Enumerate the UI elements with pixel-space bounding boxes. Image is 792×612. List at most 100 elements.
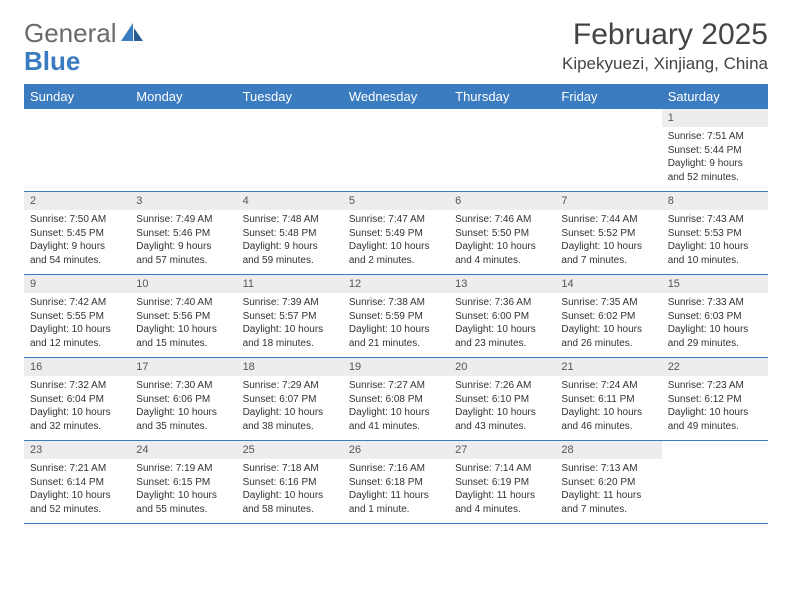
sunset-text: Sunset: 6:06 PM [136,393,230,407]
sunset-text: Sunset: 5:48 PM [243,227,337,241]
weekday-wed: Wednesday [343,84,449,109]
daylight-text: Daylight: 11 hours and 7 minutes. [561,489,655,516]
sunrise-text: Sunrise: 7:38 AM [349,296,443,310]
day-body: Sunrise: 7:49 AMSunset: 5:46 PMDaylight:… [130,210,236,272]
day-body: Sunrise: 7:13 AMSunset: 6:20 PMDaylight:… [555,459,661,521]
day-cell: 20Sunrise: 7:26 AMSunset: 6:10 PMDayligh… [449,358,555,440]
day-body: Sunrise: 7:46 AMSunset: 5:50 PMDaylight:… [449,210,555,272]
daylight-text: Daylight: 10 hours and 7 minutes. [561,240,655,267]
sunset-text: Sunset: 5:55 PM [30,310,124,324]
day-body: Sunrise: 7:26 AMSunset: 6:10 PMDaylight:… [449,376,555,438]
daylight-text: Daylight: 10 hours and 18 minutes. [243,323,337,350]
week-row: 16Sunrise: 7:32 AMSunset: 6:04 PMDayligh… [24,358,768,441]
day-number: 10 [130,275,236,293]
sunset-text: Sunset: 5:49 PM [349,227,443,241]
day-body: Sunrise: 7:24 AMSunset: 6:11 PMDaylight:… [555,376,661,438]
daylight-text: Daylight: 10 hours and 12 minutes. [30,323,124,350]
month-title: February 2025 [562,18,768,52]
weekday-thu: Thursday [449,84,555,109]
sunrise-text: Sunrise: 7:50 AM [30,213,124,227]
day-body: Sunrise: 7:14 AMSunset: 6:19 PMDaylight:… [449,459,555,521]
day-cell: 22Sunrise: 7:23 AMSunset: 6:12 PMDayligh… [662,358,768,440]
sunset-text: Sunset: 5:52 PM [561,227,655,241]
daylight-text: Daylight: 10 hours and 10 minutes. [668,240,762,267]
weekday-sun: Sunday [24,84,130,109]
sunset-text: Sunset: 5:53 PM [668,227,762,241]
weeks-container: 1 Sunrise: 7:51 AMSunset: 5:44 PM Daylight… [24,109,768,524]
day-body: Sunrise: 7:19 AMSunset: 6:15 PMDaylight:… [130,459,236,521]
daylight-text: Daylight: 10 hours and 41 minutes. [349,406,443,433]
logo-sail-icon [119,21,145,43]
sunset-text: Sunset: 5:59 PM [349,310,443,324]
day-body: Sunrise: 7:18 AMSunset: 6:16 PMDaylight:… [237,459,343,521]
sunrise-text: Sunrise: 7:49 AM [136,213,230,227]
sunset-text: Sunset: 5:57 PM [243,310,337,324]
day-number: 26 [343,441,449,459]
day-number: 3 [130,192,236,210]
day-body: Sunrise: 7:50 AMSunset: 5:45 PMDaylight:… [24,210,130,272]
sunrise-text: Sunrise: 7:27 AM [349,379,443,393]
day-body: Sunrise: 7:21 AMSunset: 6:14 PMDaylight:… [24,459,130,521]
day-number: 15 [662,275,768,293]
day-number [24,109,130,115]
day-number: 12 [343,275,449,293]
day-number: 24 [130,441,236,459]
day-cell: 16Sunrise: 7:32 AMSunset: 6:04 PMDayligh… [24,358,130,440]
sunset-text: Sunset: 6:20 PM [561,476,655,490]
day-number: 6 [449,192,555,210]
day-body: Sunrise: 7:38 AMSunset: 5:59 PMDaylight:… [343,293,449,355]
daylight-text: Daylight: 10 hours and 15 minutes. [136,323,230,350]
sunset-text: Sunset: 5:44 PM [668,144,762,158]
day-body: Sunrise: 7:42 AMSunset: 5:55 PMDaylight:… [24,293,130,355]
sunrise-text: Sunrise: 7:30 AM [136,379,230,393]
day-number [662,441,768,447]
day-cell: 24Sunrise: 7:19 AMSunset: 6:15 PMDayligh… [130,441,236,523]
day-cell: 26Sunrise: 7:16 AMSunset: 6:18 PMDayligh… [343,441,449,523]
day-cell: 28Sunrise: 7:13 AMSunset: 6:20 PMDayligh… [555,441,661,523]
weekday-fri: Friday [555,84,661,109]
daylight-text: Daylight: 10 hours and 55 minutes. [136,489,230,516]
day-number: 14 [555,275,661,293]
daylight-text: Daylight: 10 hours and 35 minutes. [136,406,230,433]
day-body: Sunrise: 7:29 AMSunset: 6:07 PMDaylight:… [237,376,343,438]
sunrise-text: Sunrise: 7:23 AM [668,379,762,393]
sunrise-text: Sunrise: 7:51 AM [668,130,762,144]
day-cell: 9Sunrise: 7:42 AMSunset: 5:55 PMDaylight… [24,275,130,357]
day-cell [449,109,555,191]
day-cell: 17Sunrise: 7:30 AMSunset: 6:06 PMDayligh… [130,358,236,440]
day-cell: 18Sunrise: 7:29 AMSunset: 6:07 PMDayligh… [237,358,343,440]
daylight-text: Daylight: 10 hours and 2 minutes. [349,240,443,267]
sunrise-text: Sunrise: 7:36 AM [455,296,549,310]
sunrise-text: Sunrise: 7:42 AM [30,296,124,310]
daylight-text: Daylight: 10 hours and 49 minutes. [668,406,762,433]
sunset-text: Sunset: 6:04 PM [30,393,124,407]
sunset-text: Sunset: 6:18 PM [349,476,443,490]
daylight-text: Daylight: 10 hours and 26 minutes. [561,323,655,350]
sunset-text: Sunset: 6:11 PM [561,393,655,407]
daylight-text: Daylight: 9 hours and 57 minutes. [136,240,230,267]
sunset-text: Sunset: 6:14 PM [30,476,124,490]
daylight-text: Daylight: 10 hours and 32 minutes. [30,406,124,433]
day-cell: 6Sunrise: 7:46 AMSunset: 5:50 PMDaylight… [449,192,555,274]
day-number: 25 [237,441,343,459]
day-number: 16 [24,358,130,376]
day-number: 1 [662,109,768,127]
sunset-text: Sunset: 5:46 PM [136,227,230,241]
sunrise-text: Sunrise: 7:44 AM [561,213,655,227]
sunrise-text: Sunrise: 7:40 AM [136,296,230,310]
day-number: 8 [662,192,768,210]
sunrise-text: Sunrise: 7:13 AM [561,462,655,476]
day-cell: 15Sunrise: 7:33 AMSunset: 6:03 PMDayligh… [662,275,768,357]
day-number: 7 [555,192,661,210]
weekday-mon: Monday [130,84,236,109]
day-cell [130,109,236,191]
day-cell: 11Sunrise: 7:39 AMSunset: 5:57 PMDayligh… [237,275,343,357]
day-number [555,109,661,115]
sunrise-text: Sunrise: 7:29 AM [243,379,337,393]
header: General February 2025 Kipekyuezi, Xinjia… [24,18,768,74]
sunset-text: Sunset: 6:15 PM [136,476,230,490]
daylight-text: Daylight: 10 hours and 4 minutes. [455,240,549,267]
day-body: Sunrise: 7:47 AMSunset: 5:49 PMDaylight:… [343,210,449,272]
sunset-text: Sunset: 6:12 PM [668,393,762,407]
day-cell: 7 Sunrise: 7:44 AMSunset: 5:52 PMDaylight… [555,192,661,274]
